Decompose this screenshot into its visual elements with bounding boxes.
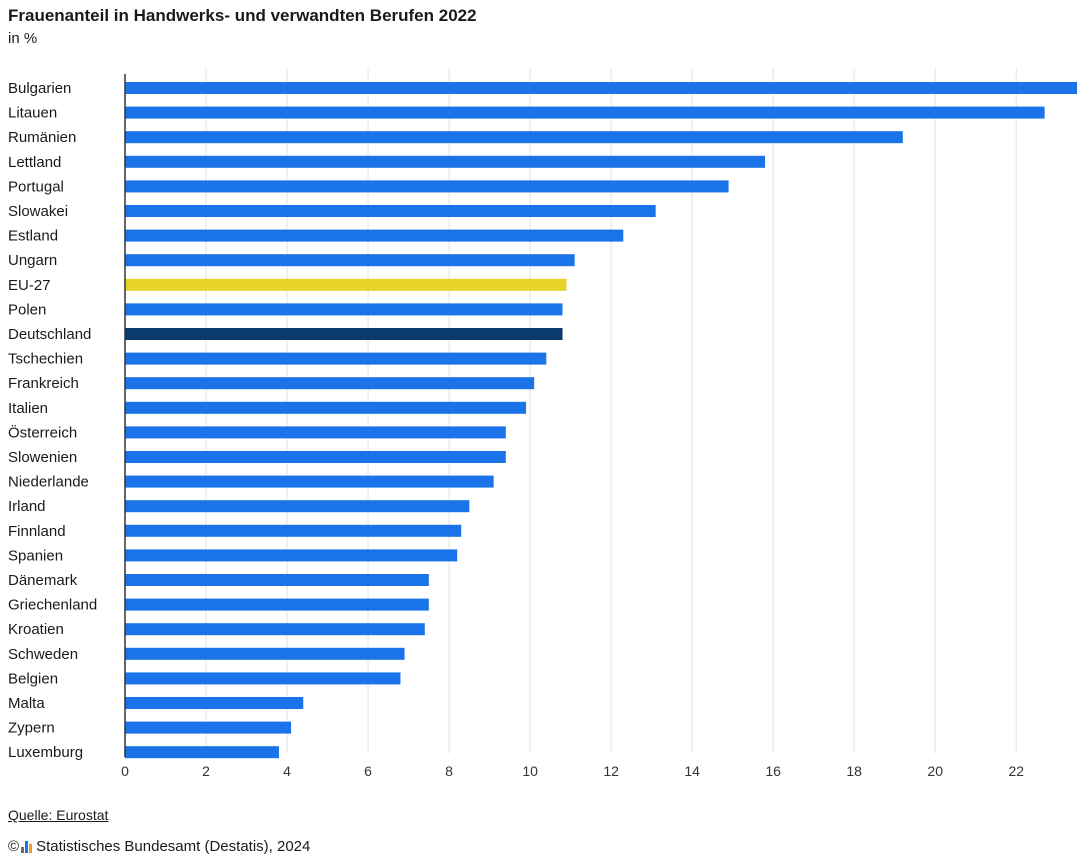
category-label: Slowakei xyxy=(8,203,68,220)
x-tick-label: 14 xyxy=(684,763,700,779)
category-label: Kroatien xyxy=(8,621,64,638)
bar xyxy=(125,82,1077,94)
x-tick-label: 8 xyxy=(445,763,453,779)
bar xyxy=(125,377,535,390)
bar xyxy=(125,328,563,340)
chart-title: Frauenanteil in Handwerks- und verwandte… xyxy=(8,6,477,25)
category-label: Lettland xyxy=(8,154,61,171)
bar xyxy=(125,672,401,685)
bar xyxy=(125,229,624,242)
bar xyxy=(125,524,462,537)
bar xyxy=(125,598,429,611)
x-tick-label: 10 xyxy=(522,763,538,779)
bar xyxy=(125,451,506,463)
category-label: Litauen xyxy=(8,105,57,122)
x-tick-label: 4 xyxy=(283,763,291,779)
bar xyxy=(125,106,1045,119)
category-label: Belgien xyxy=(8,670,58,687)
bar xyxy=(125,401,527,414)
category-label: Slowenien xyxy=(8,449,77,466)
bar xyxy=(125,549,458,562)
x-tick-label: 22 xyxy=(1008,763,1024,779)
x-tick-label: 12 xyxy=(603,763,619,779)
category-label: Irland xyxy=(8,498,46,515)
bar xyxy=(125,623,425,636)
category-label: Dänemark xyxy=(8,572,78,589)
category-label: Malta xyxy=(8,695,45,712)
category-label: Polen xyxy=(8,301,46,318)
category-label: Spanien xyxy=(8,547,63,564)
bar xyxy=(125,278,567,291)
category-label: Ungarn xyxy=(8,252,57,269)
destatis-logo-icon xyxy=(21,840,33,853)
bar xyxy=(125,697,304,709)
bar xyxy=(125,352,547,365)
bar xyxy=(125,574,429,586)
category-label: Rumänien xyxy=(8,129,76,146)
bar xyxy=(125,746,279,759)
bar xyxy=(125,426,506,439)
category-label: Italien xyxy=(8,400,48,417)
x-tick-label: 20 xyxy=(927,763,943,779)
category-label: Niederlande xyxy=(8,474,89,491)
category-label: Portugal xyxy=(8,178,64,195)
x-tick-label: 2 xyxy=(202,763,210,779)
bar xyxy=(125,131,903,144)
footer-credit: © Statistisches Bundesamt (Destatis), 20… xyxy=(8,838,310,855)
category-label: Estland xyxy=(8,228,58,245)
category-label: Finnland xyxy=(8,523,66,540)
bar xyxy=(125,155,766,168)
category-label: Frankreich xyxy=(8,375,79,392)
category-label: Schweden xyxy=(8,646,78,663)
bar xyxy=(125,475,494,488)
category-label: EU-27 xyxy=(8,277,51,294)
bar xyxy=(125,647,405,660)
bar-chart: 0 2 4 6 8 10 12 14 16 18 20 22 Bulgarien Litauen Rumän… xyxy=(8,68,1077,779)
category-label: Zypern xyxy=(8,720,55,737)
bar xyxy=(125,303,563,316)
x-tick-label: 6 xyxy=(364,763,372,779)
x-tick-label: 0 xyxy=(121,763,129,779)
chart-subtitle: in % xyxy=(8,30,38,47)
source-link[interactable]: Quelle: Eurostat xyxy=(8,807,109,823)
bar xyxy=(125,180,729,193)
x-tick-label: 18 xyxy=(846,763,862,779)
footer-credit-text: Statistisches Bundesamt (Destatis), 2024 xyxy=(36,838,311,855)
bar xyxy=(125,500,470,513)
bar xyxy=(125,254,575,267)
category-label: Österreich xyxy=(8,423,77,441)
copyright-symbol: © xyxy=(8,838,20,855)
x-tick-label: 16 xyxy=(765,763,781,779)
bar xyxy=(125,205,656,217)
category-label: Deutschland xyxy=(8,326,91,343)
category-label: Tschechien xyxy=(8,351,83,368)
category-label: Griechenland xyxy=(8,597,97,614)
category-label: Bulgarien xyxy=(8,80,71,97)
category-label: Luxemburg xyxy=(8,744,83,761)
bar xyxy=(125,721,292,734)
